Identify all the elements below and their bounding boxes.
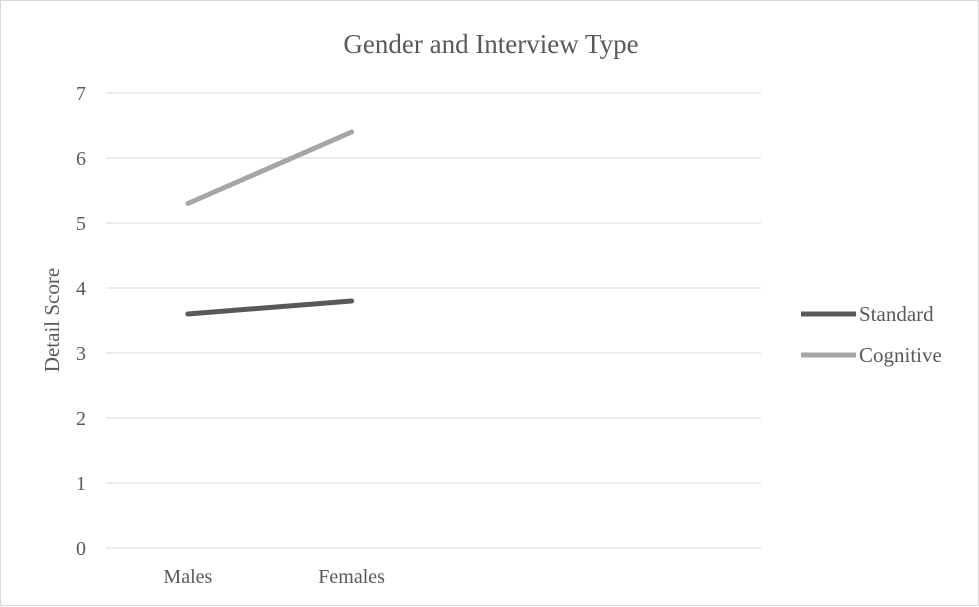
y-tick-label: 4 xyxy=(76,278,86,300)
legend: Standard Cognitive xyxy=(801,302,942,367)
x-tick-label: Males xyxy=(163,566,212,588)
y-tick-label: 5 xyxy=(76,213,86,235)
gridlines xyxy=(106,92,761,549)
y-axis-ticks: 0 1 2 3 4 5 6 7 xyxy=(76,83,86,560)
y-tick-label: 6 xyxy=(76,148,86,170)
x-tick-label: Females xyxy=(318,566,385,588)
y-axis-label: Detail Score xyxy=(40,268,64,372)
legend-label: Standard xyxy=(859,302,934,326)
series-line-standard xyxy=(185,298,355,317)
y-tick-label: 7 xyxy=(76,83,86,105)
y-tick-label: 3 xyxy=(76,343,86,365)
y-tick-label: 1 xyxy=(76,473,86,495)
chart-title: Gender and Interview Type xyxy=(343,29,638,59)
legend-label: Cognitive xyxy=(859,343,942,367)
y-tick-label: 2 xyxy=(76,408,86,430)
x-axis-ticks: Males Females xyxy=(163,566,385,588)
y-tick-label: 0 xyxy=(76,538,86,560)
series-lines xyxy=(185,129,355,317)
series-line-cognitive xyxy=(185,129,355,206)
